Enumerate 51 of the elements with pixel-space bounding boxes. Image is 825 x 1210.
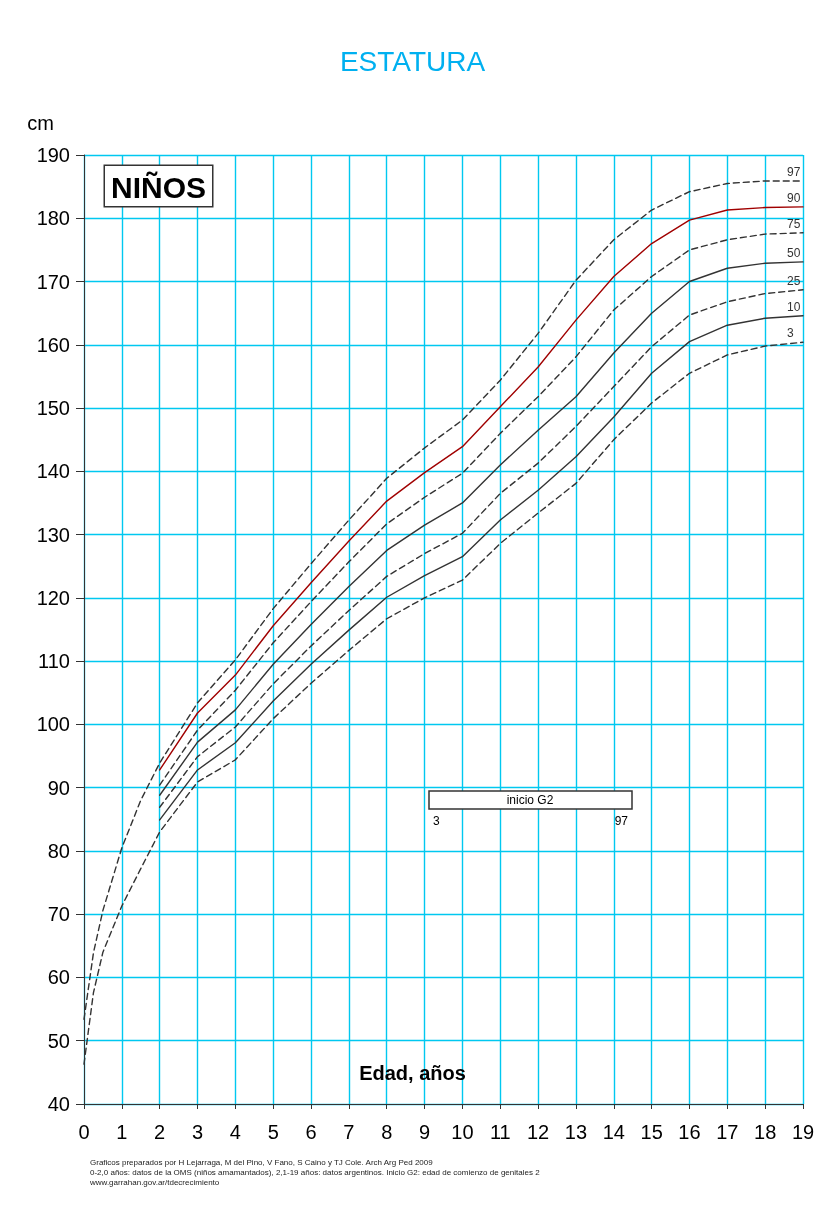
annotation: NIÑOS [111,170,207,204]
x-tick-label: 5 [267,1121,279,1143]
series-label: 90 [787,190,801,205]
x-tick-label: 8 [381,1121,393,1143]
x-tick-label: 13 [564,1121,588,1143]
x-tick-label: 11 [489,1121,511,1143]
series-label: 10 [787,299,801,314]
y-tick-label: 90 [47,776,70,799]
x-tick-label: 1 [116,1121,128,1143]
series-label: 75 [787,216,801,231]
y-tick-label: 190 [36,144,70,166]
x-tick-label: 15 [640,1121,663,1143]
y-tick-label: 130 [36,523,70,546]
y-tick-label: 160 [36,333,70,356]
y-axis-title: cm [27,112,54,134]
series-label: 50 [787,245,801,260]
y-tick-label: 170 [36,270,70,293]
y-tick-label: 140 [36,460,70,483]
y-tick-label: 120 [36,586,70,609]
x-tick-label: 0 [78,1121,90,1143]
x-tick-label: 14 [602,1121,625,1143]
x-tick-label: 12 [526,1121,550,1143]
x-tick-label: 19 [791,1121,815,1143]
annotation: 3 [433,814,440,828]
y-tick-label: 150 [36,397,70,420]
x-tick-label: 4 [229,1121,241,1143]
annotation: inicio G2 [506,793,554,807]
series-label: 3 [787,326,794,341]
x-tick-label: 9 [419,1121,431,1143]
y-tick-label: 100 [36,713,70,736]
x-tick-label: 2 [154,1121,166,1143]
text: 0-2,0 años: datos de la OMS (niños amamantados), 2,1-19 años: datos argentinos. Inicio G2: edad de comienzo de genitales 2 [90,1167,541,1177]
x-tick-label: 10 [451,1121,474,1143]
chart-title: ESTATURA [339,45,486,77]
x-tick-label: 18 [754,1121,777,1143]
y-tick-label: 60 [47,966,70,989]
text: www.garrahan.gov.ar/tdecrecimiento [89,1177,220,1187]
x-tick-label: 3 [191,1121,204,1143]
x-tick-label: 17 [716,1121,739,1143]
annotation: 97 [614,814,629,828]
y-tick-label: 50 [47,1029,70,1052]
y-tick-label: 80 [47,839,70,862]
x-tick-label: 7 [343,1121,355,1143]
x-tick-label: 6 [305,1121,317,1143]
y-tick-label: 180 [36,207,70,230]
y-tick-label: 70 [47,903,70,926]
series-label: 97 [787,164,801,179]
x-tick-label: 16 [678,1121,701,1143]
text: Graficos preparados por H Lejarraga, M del Pino, V Fano, S Caino y TJ Cole. Arch Arg Ped 2009 [90,1157,434,1167]
y-tick-label: 40 [47,1093,70,1115]
y-tick-label: 110 [38,650,70,673]
